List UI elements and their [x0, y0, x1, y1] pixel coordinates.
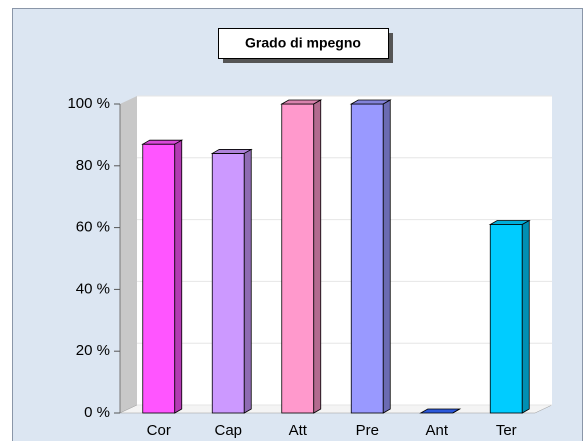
bar-side: [313, 99, 322, 414]
bar-side: [382, 99, 391, 414]
y-tick-label: 40 %: [76, 280, 110, 297]
y-tick-label: 20 %: [76, 342, 110, 359]
bar: [489, 224, 523, 414]
x-tick-label: Cor: [147, 422, 171, 439]
x-tick-label: Ter: [496, 422, 517, 439]
y-tick-label: 60 %: [76, 219, 110, 236]
x-tick-label: Ant: [425, 422, 448, 439]
y-tick-label: 100 %: [67, 95, 110, 112]
x-tick-label: Att: [289, 422, 308, 439]
bar: [350, 103, 384, 414]
bar-side: [243, 148, 252, 414]
title-box: [218, 28, 389, 59]
y-tick-label: 80 %: [76, 157, 110, 174]
bar-side: [174, 139, 183, 414]
back-wall: [137, 96, 552, 405]
side-wall: [120, 96, 137, 413]
bar-side: [452, 408, 460, 414]
floor: [119, 404, 553, 414]
x-tick-label: Cap: [214, 422, 242, 439]
bar: [142, 143, 176, 414]
bar: [211, 153, 245, 414]
bar-side: [521, 219, 530, 414]
bar: [281, 103, 315, 414]
chart-title: Grado di mpegno: [245, 35, 361, 51]
y-tick-label: 0 %: [84, 404, 110, 421]
x-tick-label: Pre: [356, 422, 379, 439]
